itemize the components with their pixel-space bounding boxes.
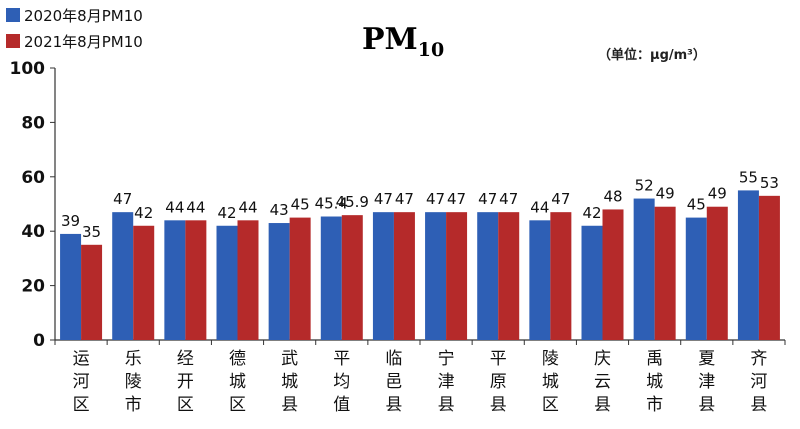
x-category-label: 宁津县: [438, 349, 455, 415]
legend-item-2021: 2021年8月PM10: [6, 28, 143, 54]
legend-label-2021: 2021年8月PM10: [24, 32, 143, 51]
x-category-label: 运河区: [73, 349, 90, 415]
legend-swatch-2021: [6, 34, 20, 48]
x-category-label: 夏津县: [698, 349, 715, 415]
bar-2021: [498, 212, 520, 340]
bar-2021: [185, 220, 207, 340]
bar-2021: [237, 220, 259, 340]
bar-2020: [685, 217, 707, 340]
y-tick-label: 40: [21, 222, 45, 242]
chart-title: PM10: [362, 22, 444, 61]
data-label: 44: [165, 198, 184, 216]
bar-2020: [320, 216, 342, 340]
bar-2020: [164, 220, 186, 340]
bar-2020: [372, 212, 394, 340]
chart-title-subscript: 10: [417, 39, 445, 61]
x-category-label: 庆云县: [594, 349, 611, 415]
data-label: 55: [739, 168, 758, 186]
bar-2020: [633, 198, 655, 340]
bar-2020: [112, 212, 134, 340]
data-label: 52: [635, 177, 654, 195]
x-category-label: 临邑县: [385, 349, 402, 415]
x-category-label: 乐陵市: [125, 349, 142, 415]
legend: 2020年8月PM10 2021年8月PM10: [6, 2, 143, 54]
bar-2021: [393, 212, 415, 340]
data-label: 43: [270, 201, 289, 219]
data-label: 45.9: [336, 193, 369, 211]
x-category-label: 武城县: [281, 349, 298, 415]
data-label: 42: [217, 204, 236, 222]
data-label: 39: [61, 212, 80, 230]
bar-2021: [654, 206, 676, 340]
y-tick-label: 60: [21, 168, 45, 188]
data-label: 42: [134, 204, 153, 222]
bar-2021: [341, 215, 363, 340]
x-category-label: 平原县: [490, 349, 507, 415]
data-label: 35: [82, 223, 101, 241]
bar-2020: [268, 223, 290, 340]
x-category-label: 齐河县: [750, 349, 767, 415]
x-category-label: 德城区: [229, 349, 246, 415]
bar-2021: [133, 225, 155, 340]
bar-2020: [216, 225, 238, 340]
bar-2021: [81, 244, 103, 340]
bar-2020: [529, 220, 551, 340]
data-label: 49: [656, 185, 675, 203]
x-category-label: 平均值: [333, 349, 350, 415]
data-label: 47: [551, 190, 570, 208]
data-label: 44: [238, 198, 257, 216]
bar-2021: [706, 206, 728, 340]
bar-2021: [758, 195, 780, 340]
data-label: 44: [186, 198, 205, 216]
data-label: 47: [426, 190, 445, 208]
data-label: 49: [708, 185, 727, 203]
bar-2020: [477, 212, 499, 340]
x-category-label: 经开区: [177, 349, 194, 415]
data-label: 45: [291, 196, 310, 214]
x-category-label: 禹城市: [646, 349, 663, 415]
legend-swatch-2020: [6, 8, 20, 22]
data-label: 42: [582, 204, 601, 222]
x-category-label: 陵城区: [542, 349, 559, 415]
bar-2021: [550, 212, 572, 340]
y-tick-label: 20: [21, 277, 45, 297]
chart-title-main: PM: [362, 22, 418, 57]
unit-note: （单位：μg/m³）: [598, 48, 706, 63]
bar-2021: [446, 212, 468, 340]
bar-2020: [581, 225, 603, 340]
data-label: 47: [447, 190, 466, 208]
bar-2020: [425, 212, 447, 340]
bar-2020: [737, 190, 759, 340]
data-label: 53: [760, 174, 779, 192]
legend-item-2020: 2020年8月PM10: [6, 2, 143, 28]
bar-2020: [60, 233, 82, 340]
data-label: 47: [499, 190, 518, 208]
data-label: 45.4: [315, 195, 348, 213]
data-label: 47: [478, 190, 497, 208]
data-label: 47: [374, 190, 393, 208]
data-label: 48: [603, 187, 622, 205]
legend-label-2020: 2020年8月PM10: [24, 6, 143, 25]
bar-2021: [289, 217, 311, 340]
data-label: 47: [113, 190, 132, 208]
y-tick-label: 100: [10, 59, 46, 79]
y-tick-label: 80: [21, 113, 45, 133]
y-tick-label: 0: [33, 331, 45, 351]
data-label: 44: [530, 198, 549, 216]
data-label: 45: [687, 196, 706, 214]
bar-2021: [602, 209, 624, 340]
data-label: 47: [395, 190, 414, 208]
